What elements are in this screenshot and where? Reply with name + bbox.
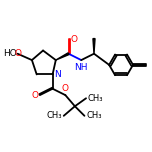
Text: CH₃: CH₃: [47, 111, 62, 120]
Text: O: O: [62, 84, 69, 93]
Text: N: N: [55, 70, 61, 79]
Text: CH₃: CH₃: [86, 111, 102, 120]
Text: O: O: [14, 49, 21, 58]
Text: NH: NH: [74, 63, 88, 72]
Text: O: O: [70, 35, 77, 44]
Text: O: O: [31, 91, 38, 100]
Text: HO: HO: [3, 49, 17, 58]
Text: CH₃: CH₃: [88, 94, 103, 103]
Polygon shape: [93, 39, 95, 54]
Polygon shape: [56, 53, 69, 60]
